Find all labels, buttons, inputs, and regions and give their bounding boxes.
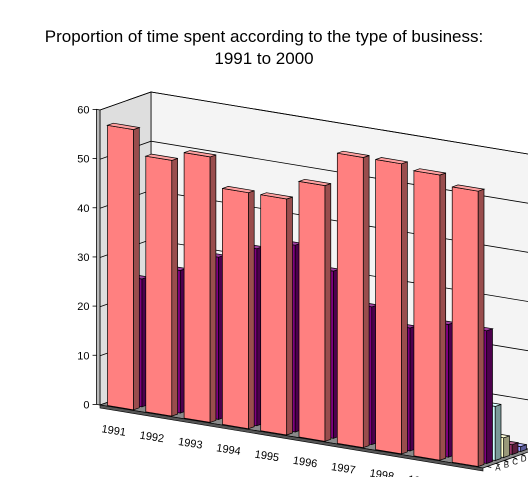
bar-side	[503, 435, 510, 458]
bar-top	[412, 168, 446, 176]
gridline	[99, 91, 528, 155]
floor-edge	[99, 404, 484, 472]
bar-front	[375, 159, 402, 455]
bar-front	[222, 187, 249, 430]
y-tick-label: 60	[77, 104, 89, 116]
depth-tick	[504, 460, 509, 462]
bar-top	[222, 186, 255, 194]
depth-tick-label: C	[512, 458, 518, 467]
bar-top	[183, 150, 217, 158]
bar-A-1998	[375, 157, 408, 455]
chart-title-line-2: 1991 to 2000	[214, 49, 314, 68]
depth-tick-label: D	[521, 455, 527, 464]
bar-front	[260, 194, 288, 436]
bar-A-1994	[222, 186, 255, 430]
bar-side	[248, 190, 255, 430]
x-axis: 1991199219931994199519961997199819992000	[101, 423, 433, 477]
bar-side	[486, 328, 493, 464]
bar-side	[286, 196, 293, 436]
bar-side	[324, 183, 332, 442]
bar-top	[144, 153, 178, 161]
y-axis: 0 10 20 30 40 50 60	[77, 104, 97, 411]
bar-front	[451, 186, 479, 467]
side-wall-edge	[96, 108, 101, 406]
bar-side	[362, 155, 370, 449]
x-tick-label: 1992	[139, 430, 165, 446]
bar-side	[494, 403, 502, 461]
bar-front	[298, 180, 326, 442]
x-tick-label: 1999	[407, 474, 433, 477]
bar-side	[477, 188, 485, 467]
bar-A-1997	[336, 150, 370, 449]
bar-top	[337, 150, 370, 158]
bar-A-2000	[451, 184, 486, 467]
bar-side	[171, 157, 178, 417]
bar-top	[452, 184, 486, 192]
depth-tick-label: B	[504, 461, 509, 470]
y-tick-label: 30	[77, 252, 89, 264]
bar-A-1995	[260, 192, 293, 436]
bars	[106, 122, 527, 467]
y-tick-label: 0	[83, 399, 89, 411]
bar-A-1996	[297, 178, 332, 442]
depth-tick	[512, 457, 517, 459]
depth-tick	[495, 463, 500, 465]
bar-top	[106, 122, 141, 130]
bar-front	[183, 152, 211, 423]
bar-top	[297, 178, 331, 186]
bar-A-1999	[412, 168, 447, 461]
x-tick-label: 1998	[369, 467, 395, 477]
y-tick-label: 50	[77, 154, 89, 166]
bar-front	[413, 170, 441, 461]
bar-A-1993	[183, 150, 217, 423]
bar-side	[401, 161, 408, 455]
depth-axis: ABCDEF	[487, 454, 527, 473]
chart-title: Proportion of time spent according to th…	[0, 26, 528, 70]
bar-top	[375, 157, 408, 165]
x-tick-label: 1991	[101, 423, 127, 439]
x-tick-label: 1995	[254, 449, 280, 465]
bar-top	[260, 192, 293, 200]
bar-A-1991	[106, 122, 141, 411]
bar-side	[209, 154, 217, 423]
x-tick-label: 1997	[330, 461, 356, 477]
x-tick-label: 1996	[292, 455, 318, 471]
depth-tick	[521, 454, 526, 456]
bar-side	[439, 172, 447, 461]
bar-front	[107, 124, 134, 411]
y-tick-label: 40	[77, 203, 89, 215]
chart-title-line-1: Proportion of time spent according to th…	[44, 27, 484, 46]
bar-front	[145, 155, 173, 417]
y-tick-label: 10	[77, 350, 89, 362]
depth-tick	[487, 466, 492, 468]
bar-A-1992	[144, 153, 178, 417]
x-tick-label: 1994	[215, 442, 241, 458]
x-tick-label: 1993	[177, 436, 203, 452]
depth-tick-label: A	[495, 464, 501, 473]
y-tick-label: 20	[77, 301, 89, 313]
bar-front	[336, 152, 364, 449]
bar-side	[133, 127, 140, 411]
